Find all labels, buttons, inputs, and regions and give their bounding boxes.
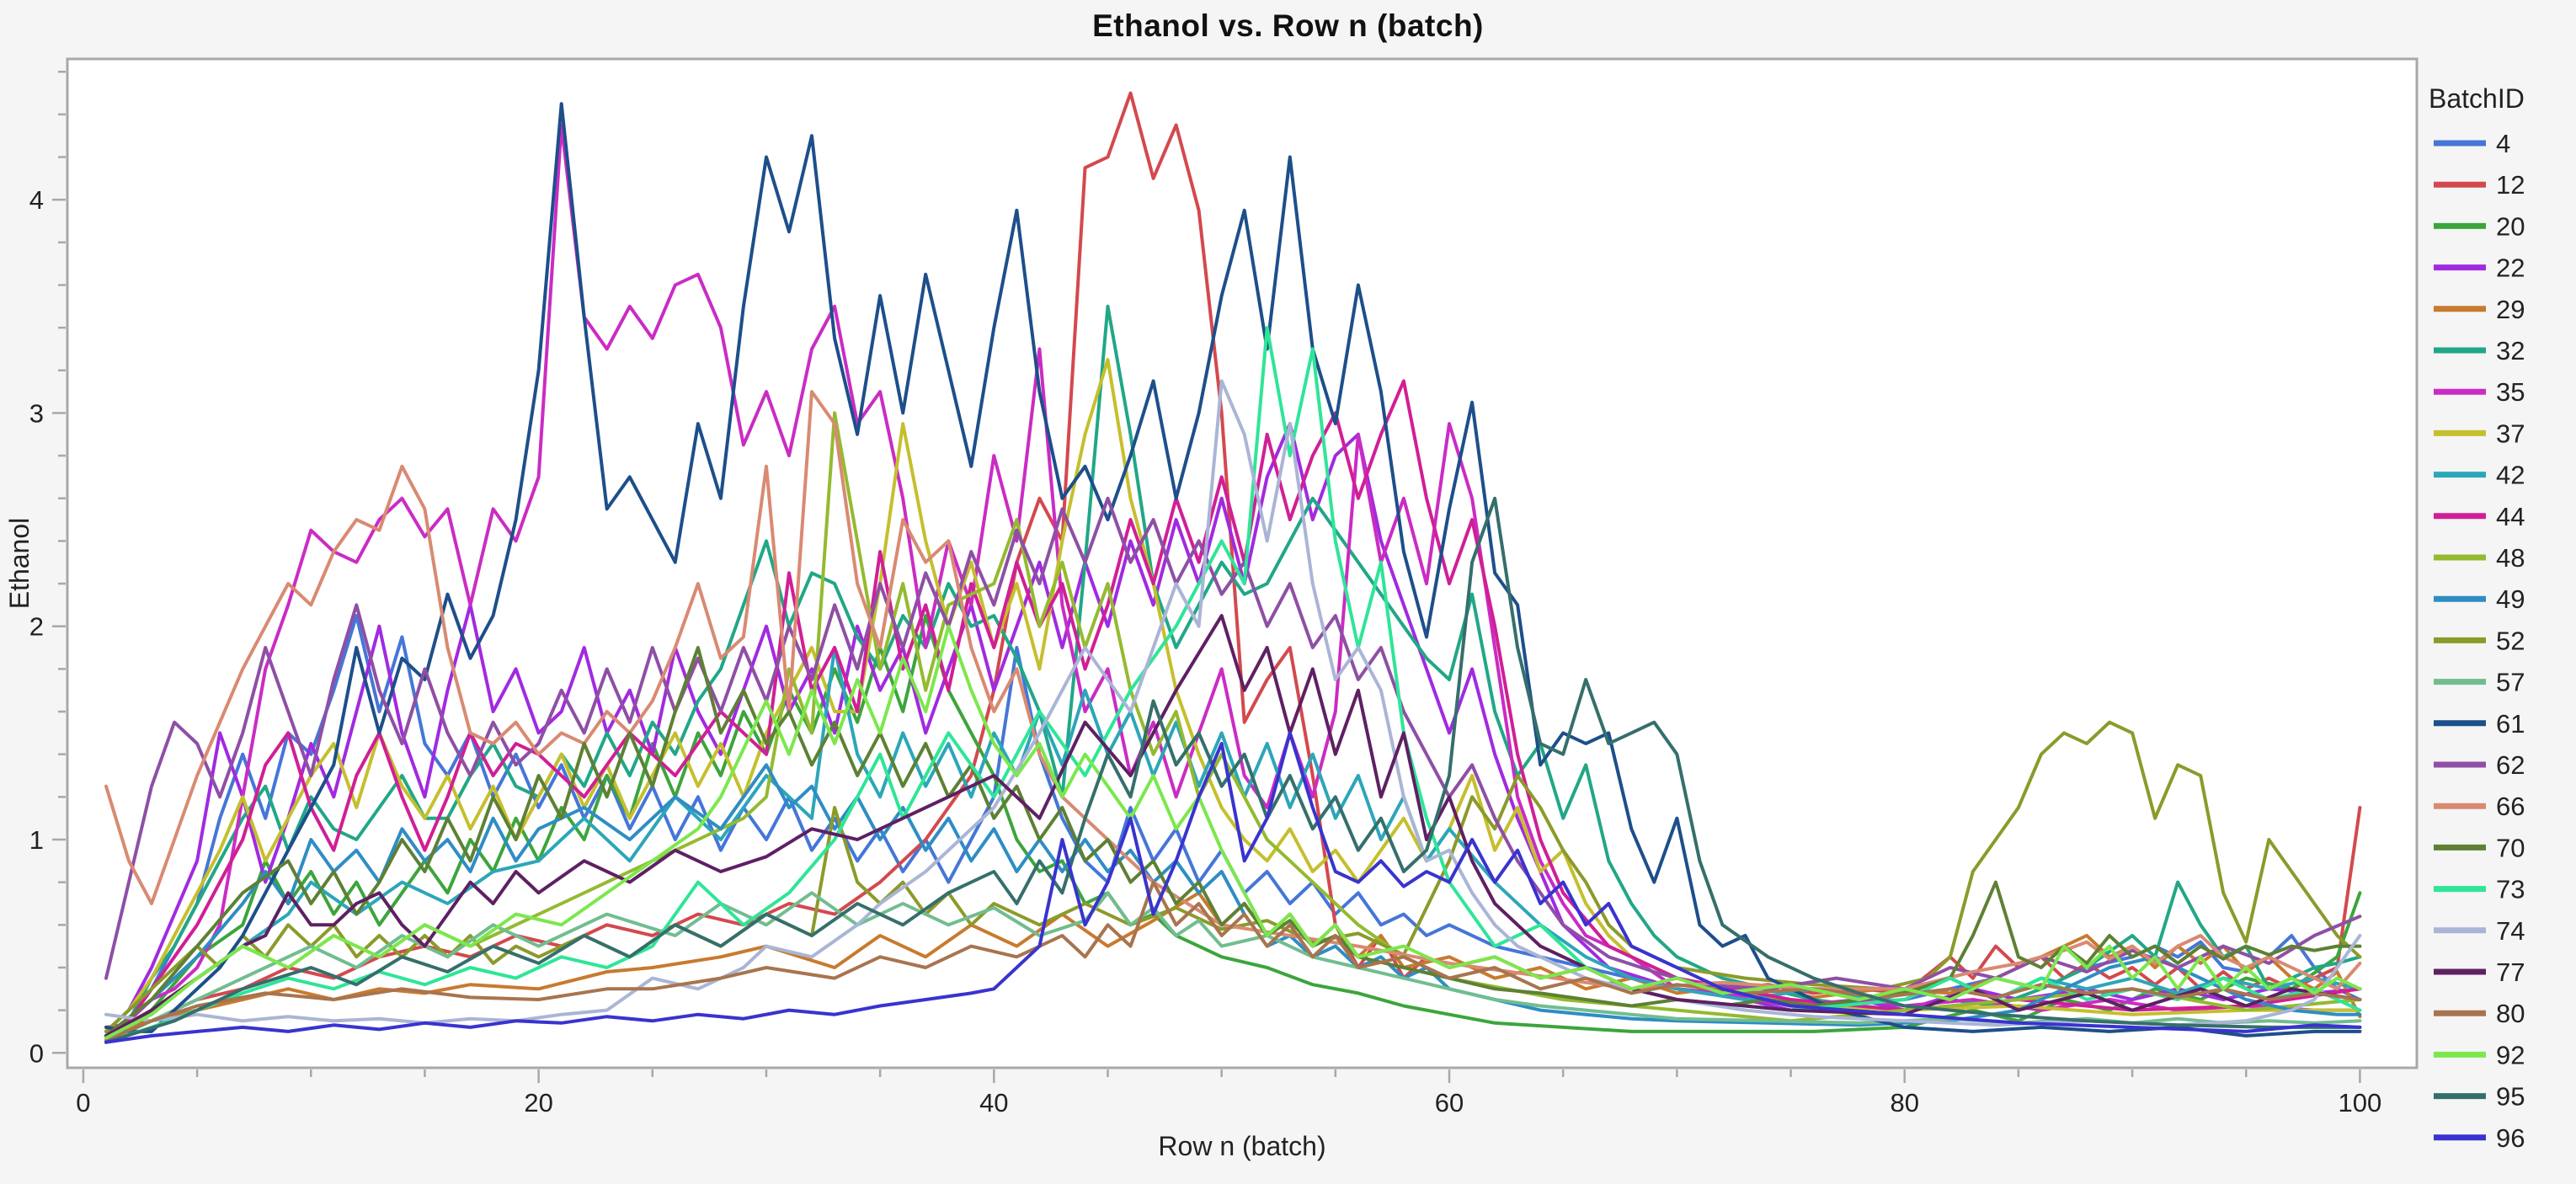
y-axis-tick-label: 2 [29, 612, 44, 642]
legend-item-73[interactable]: 73 [2496, 875, 2525, 904]
legend-item-12[interactable]: 12 [2496, 170, 2525, 200]
y-axis-tick-label: 3 [29, 398, 44, 428]
series-line-12 [104, 91, 2362, 1029]
x-axis-label: Row n (batch) [1158, 1131, 1325, 1161]
series-line-96 [104, 731, 2362, 1044]
series-line-80 [104, 880, 2362, 1043]
legend-item-44[interactable]: 44 [2496, 502, 2525, 531]
x-axis-tick-label: 80 [1890, 1088, 1918, 1117]
legend-item-70[interactable]: 70 [2496, 833, 2525, 862]
legend-item-49[interactable]: 49 [2496, 584, 2525, 614]
x-axis-tick-label: 40 [979, 1088, 1008, 1117]
series-line-77 [104, 614, 2362, 1037]
legend-item-4[interactable]: 4 [2496, 129, 2510, 158]
series-line-70 [104, 646, 2362, 1037]
legend-item-37[interactable]: 37 [2496, 419, 2525, 448]
series-line-92 [104, 624, 2362, 1040]
legend-item-62[interactable]: 62 [2496, 750, 2525, 780]
legend-item-96[interactable]: 96 [2496, 1123, 2525, 1153]
legend-item-22[interactable]: 22 [2496, 253, 2525, 283]
y-axis-tick-label: 1 [29, 825, 44, 855]
legend-item-61[interactable]: 61 [2496, 709, 2525, 739]
y-axis-label: Ethanol [4, 518, 35, 610]
legend-item-77[interactable]: 77 [2496, 957, 2525, 987]
legend-item-29[interactable]: 29 [2496, 295, 2525, 324]
legend-item-74[interactable]: 74 [2496, 916, 2525, 946]
legend-item-42[interactable]: 42 [2496, 461, 2525, 490]
series-line-73 [104, 326, 2362, 1044]
legend-item-32[interactable]: 32 [2496, 336, 2525, 365]
x-axis-tick-label: 100 [2339, 1088, 2382, 1117]
series-line-95 [104, 496, 2362, 1044]
legend-item-35[interactable]: 35 [2496, 377, 2525, 407]
series-line-35 [104, 123, 2362, 1033]
legend-item-95[interactable]: 95 [2496, 1082, 2525, 1112]
y-axis-tick-label: 4 [29, 185, 44, 215]
chart-title: Ethanol vs. Row n (batch) [1092, 8, 1484, 43]
legend-item-48[interactable]: 48 [2496, 543, 2525, 573]
series-line-44 [104, 379, 2362, 1044]
x-axis-tick-label: 60 [1435, 1088, 1464, 1117]
x-axis-tick-label: 20 [524, 1088, 552, 1117]
legend-title: BatchID [2429, 83, 2525, 114]
x-axis-tick-label: 0 [76, 1088, 90, 1117]
legend-item-20[interactable]: 20 [2496, 211, 2525, 241]
legend-item-52[interactable]: 52 [2496, 626, 2525, 655]
legend-item-66[interactable]: 66 [2496, 792, 2525, 821]
legend-item-57[interactable]: 57 [2496, 668, 2525, 697]
y-axis-tick-label: 0 [29, 1038, 44, 1068]
legend-item-92[interactable]: 92 [2496, 1040, 2525, 1069]
legend-item-80[interactable]: 80 [2496, 999, 2525, 1028]
